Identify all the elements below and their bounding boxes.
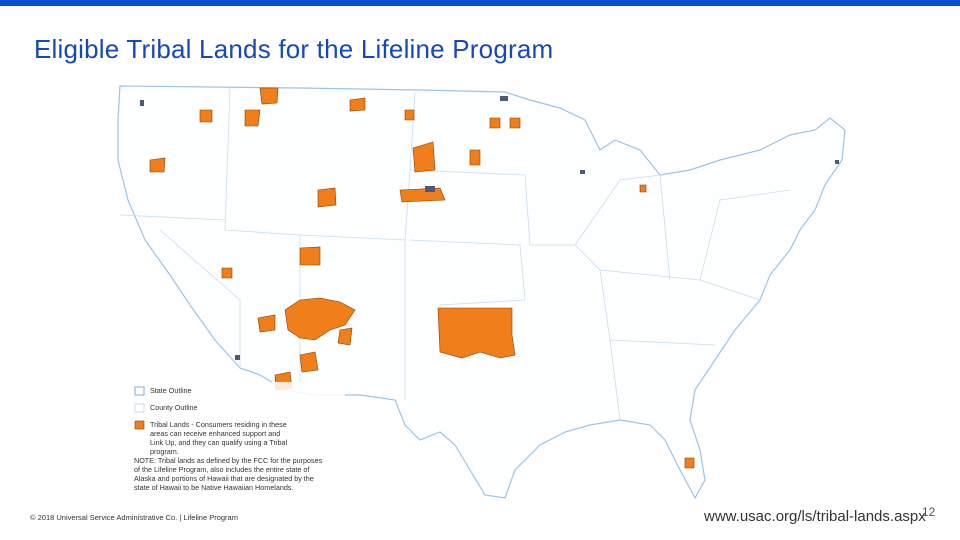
tribal-lands [149, 87, 695, 469]
source-url: www.usac.org/ls/tribal-lands.aspx [704, 508, 926, 525]
legend-note: NOTE: Tribal lands as defined by the FCC… [134, 456, 323, 492]
page-number: 12 [922, 505, 936, 519]
legend [130, 382, 345, 500]
legend-label: State Outline [150, 386, 192, 395]
top-bar [0, 0, 960, 6]
county-swatch [134, 403, 145, 413]
slide-title: Eligible Tribal Lands for the Lifeline P… [34, 34, 554, 64]
legend-label: County Outline [150, 403, 198, 412]
oklahoma-tribal [437, 307, 516, 359]
copyright: © 2018 Universal Service Administrative … [30, 513, 238, 522]
state-outlines [119, 87, 791, 421]
tribal-small [140, 96, 839, 360]
tribal-swatch [134, 420, 145, 430]
legend-label: Tribal Lands - Consumers residing in the… [150, 420, 288, 456]
state-swatch [134, 386, 145, 396]
navajo-nation [284, 297, 356, 341]
